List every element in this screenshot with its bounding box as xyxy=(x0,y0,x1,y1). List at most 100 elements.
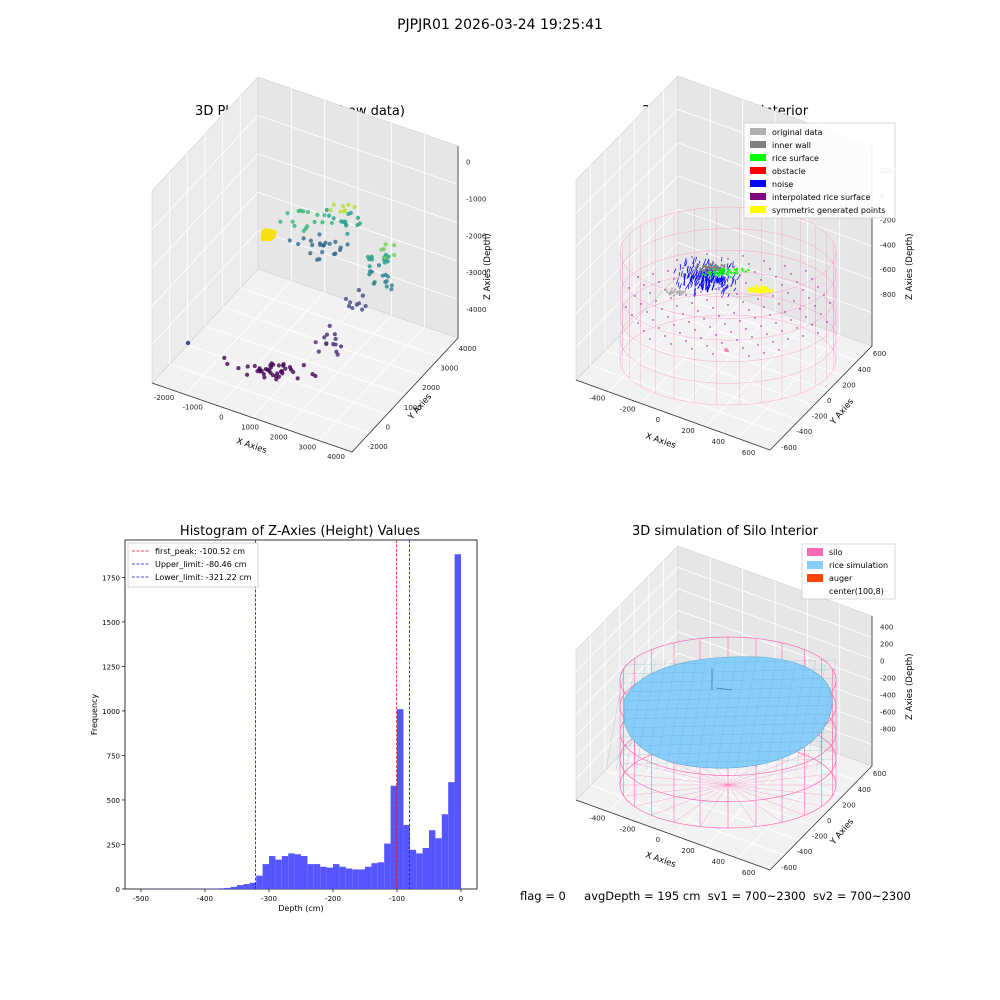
noise-point xyxy=(694,277,697,283)
interpolated-point xyxy=(649,292,651,294)
rice-surface-point xyxy=(704,273,707,277)
sim-x-tick-label: 0 xyxy=(656,836,660,844)
interpolated-point xyxy=(784,265,786,267)
raw-point xyxy=(321,243,326,248)
rice-surface-point xyxy=(735,269,738,272)
noise-point xyxy=(717,278,719,284)
simulation-plot-title: 3D simulation of Silo Interior xyxy=(632,524,818,539)
original-data-point xyxy=(670,289,673,293)
raw-point xyxy=(345,242,350,247)
original-data-point xyxy=(664,288,668,292)
symmetric-point xyxy=(752,285,755,289)
noise-point xyxy=(697,284,701,289)
histogram-legend: first_peak: -100.52 cm Upper_limit: -80.4… xyxy=(127,542,259,588)
inner-wall-point xyxy=(720,264,724,267)
raw-point xyxy=(326,213,332,218)
histogram-bar xyxy=(294,854,301,889)
sim-y-tick-label: -400 xyxy=(796,848,812,856)
noise-point xyxy=(685,260,688,267)
raw-point xyxy=(222,355,227,360)
interpolated-point xyxy=(736,293,738,295)
interpolated-point xyxy=(757,344,759,346)
raw-point xyxy=(329,220,335,226)
interpolated-point xyxy=(790,319,792,321)
surface-mesh-line xyxy=(625,659,647,771)
interpolated-point xyxy=(763,352,765,354)
interpolated-point xyxy=(700,337,702,339)
surface-mesh-line xyxy=(615,659,637,771)
raw-point xyxy=(344,223,349,228)
interpolated-point xyxy=(706,345,708,347)
rice-surface-point xyxy=(730,272,733,275)
y-axis-label: Frequency xyxy=(90,694,99,736)
inner-wall-point xyxy=(708,263,712,266)
x-tick-label: -500 xyxy=(133,895,149,903)
noise-point xyxy=(690,269,694,275)
interpolated-point xyxy=(811,324,813,326)
raw-point xyxy=(333,251,338,256)
silo-floor-spoke xyxy=(634,784,729,807)
sim-x-tick-label: -400 xyxy=(589,814,605,822)
raw-point xyxy=(316,349,321,354)
noise-point xyxy=(696,280,700,285)
raw-point xyxy=(348,300,353,305)
interpolated-point xyxy=(772,341,774,343)
cls-y-tick-label: 200 xyxy=(842,381,855,389)
cls-x-tick-label: 400 xyxy=(712,438,725,446)
histogram-bar xyxy=(371,863,378,889)
raw-x-tick-label: 0 xyxy=(219,414,223,422)
interpolated-point xyxy=(688,321,690,323)
cls-y-tick-label: -200 xyxy=(812,413,828,421)
sim-y-axis-label: Y Axies xyxy=(828,817,856,848)
raw-point-cloud xyxy=(185,202,397,382)
y-tick-label: 750 xyxy=(107,752,120,760)
symmetric-point xyxy=(754,289,758,293)
legend-label: silo xyxy=(829,548,843,557)
noise-point xyxy=(688,280,691,286)
surface-mesh-line xyxy=(655,659,677,771)
interpolated-point xyxy=(751,336,753,338)
histogram-bar xyxy=(333,864,340,889)
interpolated-point xyxy=(697,310,699,312)
raw-y-tick-label: -2000 xyxy=(367,443,387,451)
legend-label: center(100,8) xyxy=(829,587,884,596)
interpolated-point xyxy=(682,267,684,269)
grid-line xyxy=(590,784,785,856)
classify-plot-axes: -400-2000200400600-600-400-2000200400600… xyxy=(575,75,915,457)
noise-point xyxy=(702,284,704,291)
noise-point xyxy=(693,287,696,292)
auger-mark xyxy=(715,687,733,691)
raw-point xyxy=(327,323,332,328)
sim-x-tick-label: 400 xyxy=(712,858,725,866)
interpolated-point xyxy=(784,311,786,313)
histogram-bar xyxy=(429,830,436,889)
rice-surface-point xyxy=(719,270,722,274)
grid-line xyxy=(705,322,808,427)
noise-point xyxy=(715,275,719,283)
interpolated-point xyxy=(823,294,825,296)
sim-z-tick-label: -600 xyxy=(880,709,896,717)
grid-line xyxy=(575,142,679,247)
symmetric-point xyxy=(750,289,754,293)
original-data-point xyxy=(670,287,674,290)
noise-point xyxy=(721,277,725,283)
legend-swatch xyxy=(807,548,823,556)
noise-point xyxy=(683,278,686,286)
legend-box xyxy=(743,122,896,219)
histogram-bar xyxy=(320,866,327,889)
sim-z-tick-label: -800 xyxy=(880,726,896,734)
raw-point xyxy=(308,238,314,243)
raw-point xyxy=(332,332,337,337)
raw-point xyxy=(295,376,300,381)
noise-point xyxy=(701,283,704,288)
raw-point xyxy=(324,341,329,346)
raw-point xyxy=(285,211,290,216)
raw-point xyxy=(328,207,333,213)
grid-line xyxy=(677,588,873,660)
sim-y-tick-label: 400 xyxy=(858,786,871,794)
interpolated-point xyxy=(664,335,666,337)
interpolated-point xyxy=(691,348,693,350)
legend-label: first_peak: -100.52 cm xyxy=(155,547,245,556)
sim-x-tick-label: 200 xyxy=(681,847,694,855)
raw-point xyxy=(383,279,388,285)
